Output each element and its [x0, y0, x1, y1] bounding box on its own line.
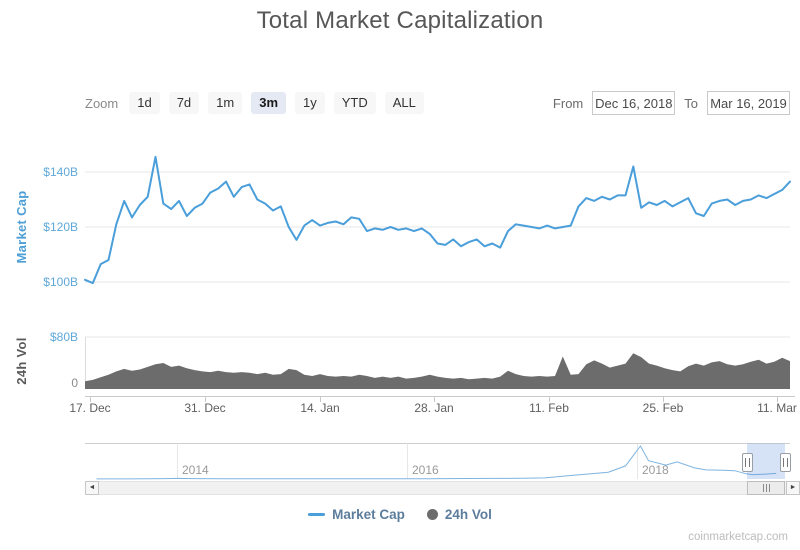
scrollbar-right-arrow-icon[interactable]: ►: [786, 481, 800, 495]
line-swatch-icon: [308, 513, 326, 516]
legend-label: Market Cap: [332, 507, 405, 522]
market-cap-line-series[interactable]: [84, 155, 791, 285]
from-date-input[interactable]: Dec 16, 2018: [592, 91, 676, 115]
x-tick-17dec: 17. Dec: [69, 401, 111, 415]
chart-title: Total Market Capitalization: [256, 7, 544, 34]
navigator-selection[interactable]: [747, 443, 785, 480]
scrollbar-track[interactable]: [85, 481, 800, 495]
legend-item-market-cap[interactable]: Market Cap: [308, 507, 405, 522]
x-tick-28jan: 28. Jan: [414, 401, 454, 415]
zoom-button-all[interactable]: ALL: [384, 92, 424, 114]
handle-grip-icon: [745, 458, 750, 467]
chart-legend: Market Cap 24h Vol: [0, 507, 800, 522]
x-tick-25feb: 25. Feb: [642, 401, 684, 415]
zoom-button-1m[interactable]: 1m: [208, 92, 243, 114]
navigator-left-handle[interactable]: [742, 453, 753, 472]
navigator-year-2018: 2018: [642, 463, 669, 477]
scrollbar-thumb[interactable]: [747, 481, 785, 495]
zoom-button-ytd[interactable]: YTD: [333, 92, 376, 114]
navigator-right-handle[interactable]: [780, 453, 791, 472]
x-tick-14jan: 14. Jan: [300, 401, 340, 415]
navigator-series-line: [96, 445, 777, 480]
to-label: To: [684, 95, 698, 111]
zoom-button-1d[interactable]: 1d: [129, 92, 160, 114]
thumb-grip-icon: [762, 484, 770, 492]
zoom-label: Zoom: [85, 95, 119, 111]
to-date-input[interactable]: Mar 16, 2019: [707, 91, 790, 115]
date-range: From Dec 16, 2018 To Mar 16, 2019: [553, 91, 790, 115]
navigator-year-2014: 2014: [182, 463, 209, 477]
legend-item-24h-vol[interactable]: 24h Vol: [426, 507, 492, 522]
y-tick-80b: $80B: [49, 330, 78, 344]
volume-zero-label: 0: [71, 376, 78, 390]
from-label: From: [552, 95, 584, 111]
scrollbar-left-arrow-icon[interactable]: ◄: [85, 481, 99, 495]
volume-area-series[interactable]: [85, 353, 790, 389]
y-tick-100b: $100B: [43, 275, 78, 289]
market-cap-axis-title: Market Cap: [14, 190, 29, 264]
x-tick-11feb: 11. Feb: [529, 401, 569, 415]
x-tick-11mar: 11. Mar: [757, 401, 797, 415]
y-tick-120b: $120B: [43, 220, 78, 234]
watermark: coinmarketcap.com: [688, 531, 788, 543]
y-tick-140b: $140B: [43, 165, 78, 179]
x-tick-31dec: 31. Dec: [184, 401, 226, 415]
zoom-button-7d[interactable]: 7d: [168, 92, 200, 114]
handle-grip-icon: [783, 458, 788, 467]
navigator-year-2016: 2016: [412, 463, 439, 477]
zoom-toolbar: Zoom 1d 7d 1m 3m 1y YTD ALL: [85, 92, 424, 114]
legend-label: 24h Vol: [444, 507, 492, 522]
circle-swatch-icon: [426, 509, 438, 520]
chart-canvas[interactable]: [0, 0, 800, 500]
zoom-button-1y[interactable]: 1y: [295, 92, 325, 114]
zoom-button-3m[interactable]: 3m: [251, 92, 287, 114]
volume-axis-title: 24h Vol: [14, 337, 29, 385]
